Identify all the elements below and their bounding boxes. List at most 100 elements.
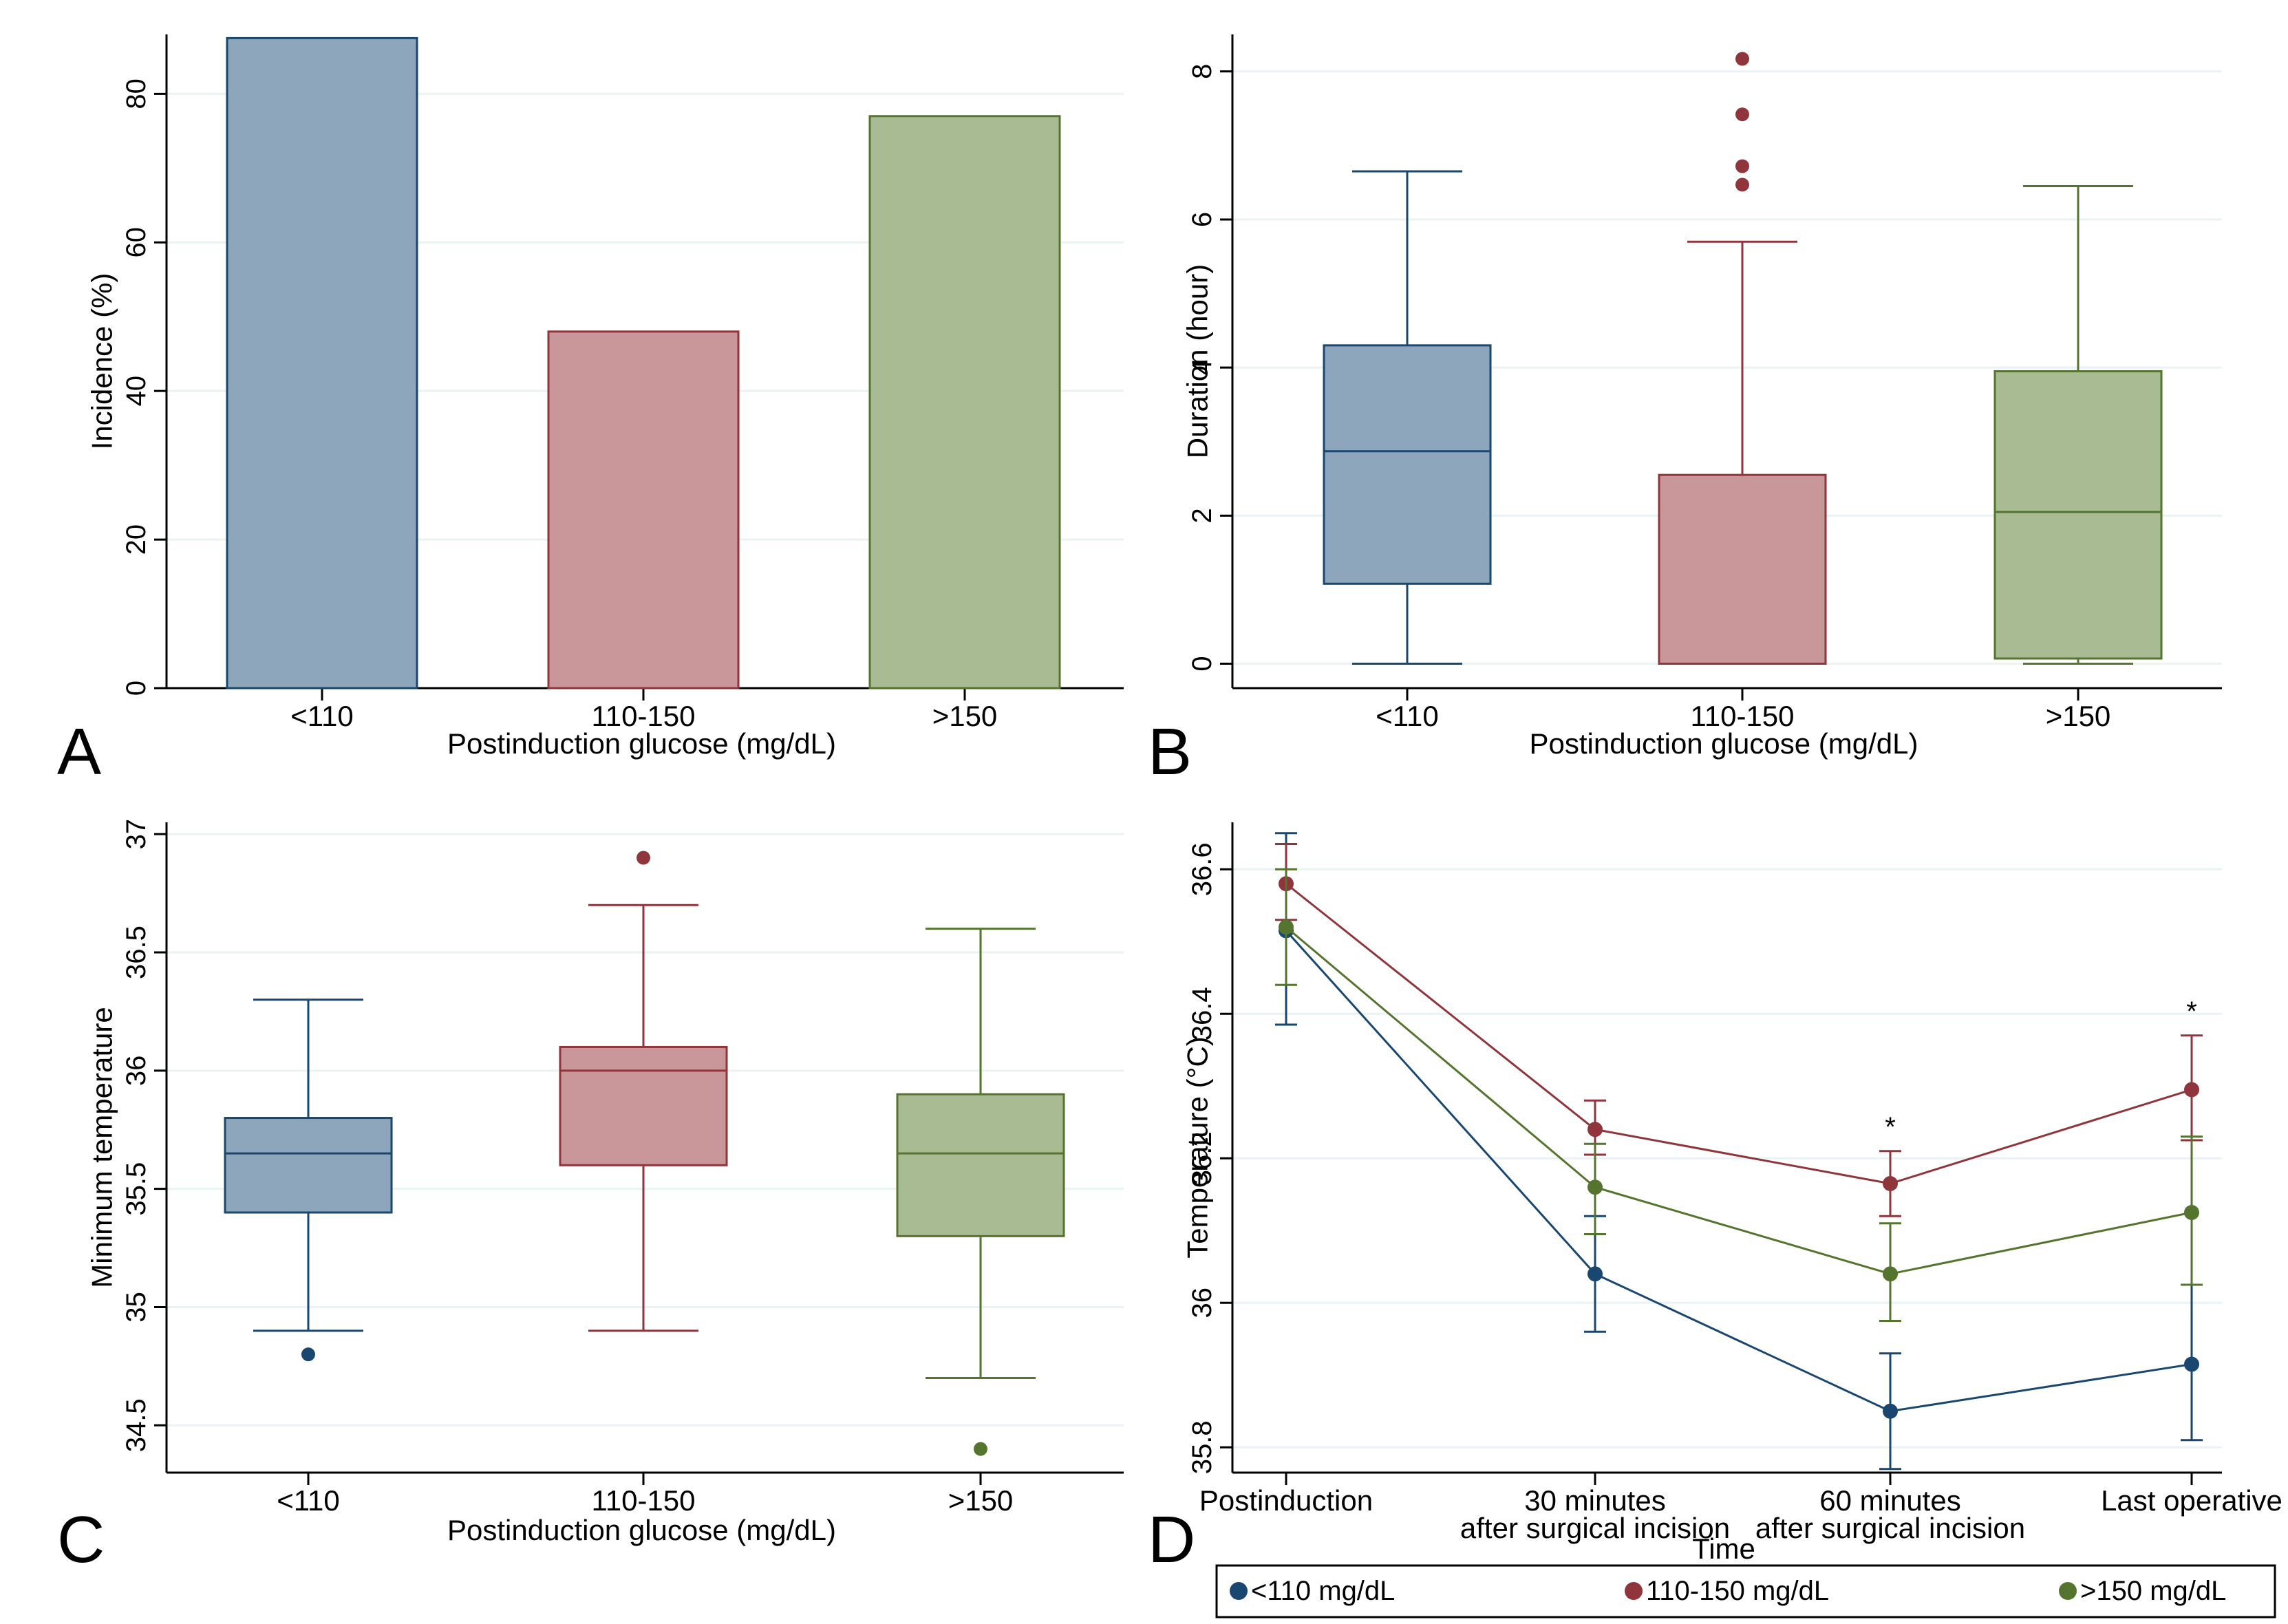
y-tick-label: 60 <box>121 227 151 258</box>
y-tick-label: 34.5 <box>121 1398 151 1452</box>
x-tick-label-line: 110-150 <box>591 700 695 732</box>
x-tick-label-line: Last operative <box>2101 1484 2282 1517</box>
x-tick-label-line: 60 minutes <box>1819 1484 1960 1517</box>
x-axis-title: Postinduction glucose (mg/dL) <box>447 727 836 760</box>
x-tick-label: <110 <box>290 700 354 732</box>
legend-label: 110-150 mg/dL <box>1646 1576 1829 1606</box>
box-iqr <box>559 1045 728 1166</box>
x-tick-label: >150 <box>948 1484 1014 1517</box>
series-line-1 <box>1285 930 2192 1413</box>
x-tick-label-line: Postinduction <box>1199 1484 1373 1517</box>
outlier-point <box>1735 178 1749 192</box>
y-tick-label: 40 <box>121 376 151 407</box>
series-line-3 <box>1285 926 2192 1275</box>
data-point <box>2184 1356 2199 1372</box>
y-tick-label: 0 <box>1187 656 1217 671</box>
x-tick-label: Postinduction <box>1199 1484 1373 1517</box>
significance-marker: * <box>1885 1112 1896 1142</box>
x-tick-label: <110 <box>277 1484 340 1517</box>
outlier-point <box>1735 107 1749 122</box>
data-point <box>1279 919 1294 935</box>
x-tick-label-line: 30 minutes <box>1524 1484 1665 1517</box>
x-tick-label-line: after surgical incision <box>1755 1512 2025 1544</box>
bar->150 <box>868 115 1061 690</box>
y-tick-label: 36.5 <box>121 926 151 979</box>
x-tick-label-line: after surgical incision <box>1460 1512 1730 1544</box>
y-axis-title: Incidence (%) <box>86 273 118 450</box>
x-tick-label-line: <110 <box>277 1484 340 1517</box>
x-axis-title: Postinduction glucose (mg/dL) <box>1530 727 1918 760</box>
y-tick-label: 36.2 <box>1187 1131 1217 1185</box>
data-point <box>1587 1179 1603 1195</box>
x-tick-label: Last operative <box>2101 1484 2282 1517</box>
outlier-point <box>1735 52 1749 66</box>
panel-c-minimum-temperature-box-plot: 34.5 35 35.5 36 36.5 37 <110 110-150 >150 Postind… <box>57 819 1124 1577</box>
legend-label: <110 mg/dL <box>1251 1576 1395 1606</box>
legend-marker <box>2059 1582 2077 1600</box>
y-tick-label: 36.6 <box>1187 842 1217 896</box>
data-point <box>1587 1266 1603 1282</box>
y-axis-title: Temperature (°C) <box>1182 1036 1214 1259</box>
x-tick-label: 30 minutes after surgical incision <box>1460 1484 1730 1544</box>
legend-box <box>1215 1564 2276 1618</box>
data-point <box>1883 1176 1898 1191</box>
significance-marker: * <box>2186 996 2197 1027</box>
data-point <box>1587 1122 1603 1137</box>
y-axis-title: Minimum temperature <box>86 1007 118 1288</box>
y-axis-title: Duration (hour) <box>1182 264 1214 458</box>
x-tick-label-line: 110-150 <box>1690 700 1794 732</box>
y-tick-label: 80 <box>121 78 151 109</box>
x-tick-label: 110-150 <box>591 1484 695 1517</box>
box-iqr <box>896 1093 1065 1237</box>
y-tick-label: 37 <box>121 819 151 850</box>
y-tick-label: 36.4 <box>1187 987 1217 1040</box>
data-point <box>1883 1403 1898 1419</box>
x-axis-title: Postinduction glucose (mg/dL) <box>447 1514 836 1546</box>
y-tick-label: 35.8 <box>1187 1420 1217 1474</box>
panel-label: B <box>1148 715 1192 789</box>
panel-b-duration-box-plot: 0 2 4 6 8 <110 110-150 >150 Postinduction glucos… <box>1148 34 2222 789</box>
outlier-point <box>301 1347 315 1362</box>
x-tick-label-line: <110 <box>290 700 354 732</box>
x-tick-label-line: >150 <box>932 700 998 732</box>
legend-marker <box>1625 1582 1643 1600</box>
panel-a-incidence-bar-chart: 0 20 40 60 80 <110 110-150 >150 Postinduction gl… <box>57 34 1124 789</box>
panel-label: D <box>1148 1503 1195 1577</box>
box-iqr <box>1993 370 2163 660</box>
x-tick-label-line: >150 <box>2046 700 2111 732</box>
y-tick-label: 35 <box>121 1292 151 1323</box>
x-tick-label: >150 <box>932 700 998 732</box>
bar-110-150 <box>547 330 740 690</box>
outlier-point <box>974 1442 987 1456</box>
box-iqr <box>224 1117 393 1214</box>
x-tick-label: 110-150 <box>1690 700 1794 732</box>
panel-d-temperature-line-chart: 35.8 36 36.2 36.4 36.6 Postinduction 30 minute… <box>1148 822 2282 1618</box>
y-tick-label: 0 <box>121 681 151 696</box>
panel-label: C <box>57 1503 105 1577</box>
box-iqr <box>1658 473 1827 665</box>
outlier-point <box>637 851 650 865</box>
y-tick-label: 36 <box>121 1056 151 1087</box>
y-tick-label: 6 <box>1187 212 1217 227</box>
series-line-2 <box>1285 883 2192 1185</box>
x-tick-label-line: <110 <box>1376 700 1439 732</box>
x-axis-title: Time <box>1692 1532 1755 1565</box>
x-tick-label: 60 minutes after surgical incision <box>1755 1484 2025 1544</box>
data-point <box>1883 1266 1898 1282</box>
panel-label: A <box>57 715 101 789</box>
x-tick-label: <110 <box>1376 700 1439 732</box>
y-tick-label: 4 <box>1187 360 1217 375</box>
legend-marker <box>1230 1582 1248 1600</box>
x-tick-label-line: 110-150 <box>591 1484 695 1517</box>
y-tick-label: 35.5 <box>121 1162 151 1216</box>
x-tick-label: 110-150 <box>591 700 695 732</box>
y-tick-label: 36 <box>1187 1288 1217 1318</box>
data-point <box>2184 1082 2199 1098</box>
bar-<110 <box>226 36 418 690</box>
y-tick-label: 8 <box>1187 64 1217 79</box>
box-iqr <box>1323 344 1492 585</box>
y-tick-label: 20 <box>121 524 151 555</box>
x-tick-label: >150 <box>2046 700 2111 732</box>
x-tick-label-line: >150 <box>948 1484 1014 1517</box>
data-point <box>2184 1205 2199 1220</box>
